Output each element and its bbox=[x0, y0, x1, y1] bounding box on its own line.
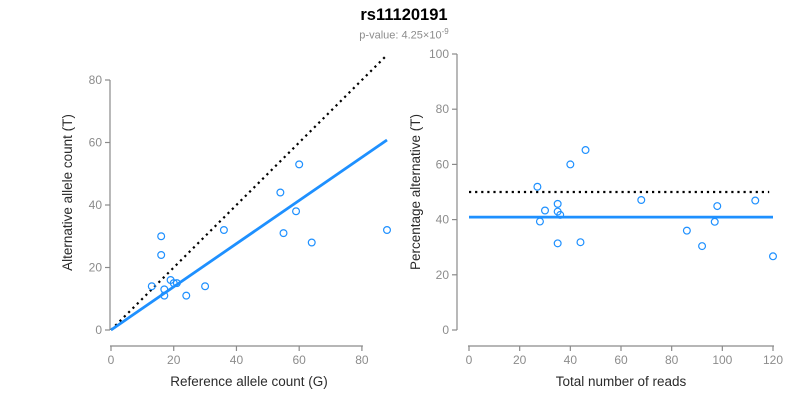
data-point bbox=[147, 282, 156, 291]
data-point bbox=[713, 202, 722, 211]
data-point bbox=[553, 239, 562, 248]
x-axis-title: Total number of reads bbox=[556, 374, 687, 389]
data-point bbox=[553, 199, 562, 208]
data-point bbox=[383, 226, 392, 235]
y-tick-label: 60 bbox=[89, 136, 103, 150]
data-point bbox=[182, 291, 191, 300]
data-point bbox=[576, 238, 585, 247]
data-point bbox=[535, 217, 544, 226]
data-point bbox=[157, 251, 166, 260]
data-point bbox=[219, 226, 228, 235]
fit-line bbox=[110, 138, 388, 332]
x-tick-label: 60 bbox=[614, 353, 628, 367]
data-point bbox=[556, 210, 565, 219]
p-value-subtitle: p-value: 4.25×10-9 bbox=[4, 27, 800, 42]
data-point bbox=[157, 232, 166, 241]
data-point bbox=[533, 182, 542, 191]
x-tick-label: 20 bbox=[167, 353, 181, 367]
data-point bbox=[698, 242, 707, 251]
y-tick-label: 40 bbox=[89, 198, 103, 212]
data-point bbox=[169, 279, 178, 288]
y-tick-label: 40 bbox=[436, 213, 450, 227]
data-point bbox=[307, 238, 316, 247]
x-axis-title: Reference allele count (G) bbox=[170, 374, 328, 389]
data-point bbox=[292, 207, 301, 216]
figure-header: rs11120191 p-value: 4.25×10-9 bbox=[4, 6, 800, 42]
data-point bbox=[566, 160, 575, 169]
snp-title: rs11120191 bbox=[360, 6, 448, 24]
x-tick-label: 0 bbox=[466, 353, 473, 367]
y-tick-label: 0 bbox=[95, 323, 102, 337]
identity-line bbox=[110, 54, 388, 331]
data-point bbox=[682, 226, 691, 235]
data-point bbox=[201, 282, 210, 291]
x-tick-label: 20 bbox=[513, 353, 527, 367]
data-point bbox=[540, 206, 549, 215]
data-point bbox=[637, 196, 646, 205]
p-value-exponent: -9 bbox=[441, 27, 449, 37]
x-tick-label: 40 bbox=[564, 353, 578, 367]
panel-allele-counts: 0 20 40 60 80 0 20 40 60 80 Reference allele count… bbox=[60, 54, 392, 389]
data-point bbox=[279, 229, 288, 238]
y-axis-title: Percentage alternative (T) bbox=[408, 114, 423, 270]
data-point bbox=[768, 252, 777, 261]
data-point bbox=[710, 217, 719, 226]
data-point bbox=[295, 160, 304, 169]
data-point bbox=[172, 279, 181, 288]
y-tick-label: 0 bbox=[442, 323, 449, 337]
p-value-text: p-value: 4.25×10 bbox=[359, 29, 442, 42]
data-point bbox=[276, 188, 285, 197]
x-tick-label: 80 bbox=[665, 353, 679, 367]
y-axis-title: Alternative allele count (T) bbox=[60, 114, 75, 271]
data-point bbox=[751, 196, 760, 205]
x-tick-label: 60 bbox=[293, 353, 307, 367]
y-tick-label: 80 bbox=[436, 102, 450, 116]
y-tick-label: 80 bbox=[89, 73, 103, 87]
y-tick-label: 100 bbox=[429, 47, 449, 61]
x-tick-label: 40 bbox=[230, 353, 244, 367]
data-point bbox=[581, 146, 590, 155]
y-tick-label: 20 bbox=[89, 261, 103, 275]
x-tick-label: 100 bbox=[712, 353, 732, 367]
x-tick-label: 0 bbox=[108, 353, 115, 367]
x-tick-label: 120 bbox=[763, 353, 783, 367]
panel-percentage-vs-reads: 0 20 40 60 80 100 0 20 40 60 80 100 120 Total number … bbox=[408, 47, 783, 389]
data-point bbox=[160, 285, 169, 294]
y-tick-label: 20 bbox=[436, 268, 450, 282]
y-tick-label: 60 bbox=[436, 157, 450, 171]
x-tick-label: 80 bbox=[355, 353, 369, 367]
